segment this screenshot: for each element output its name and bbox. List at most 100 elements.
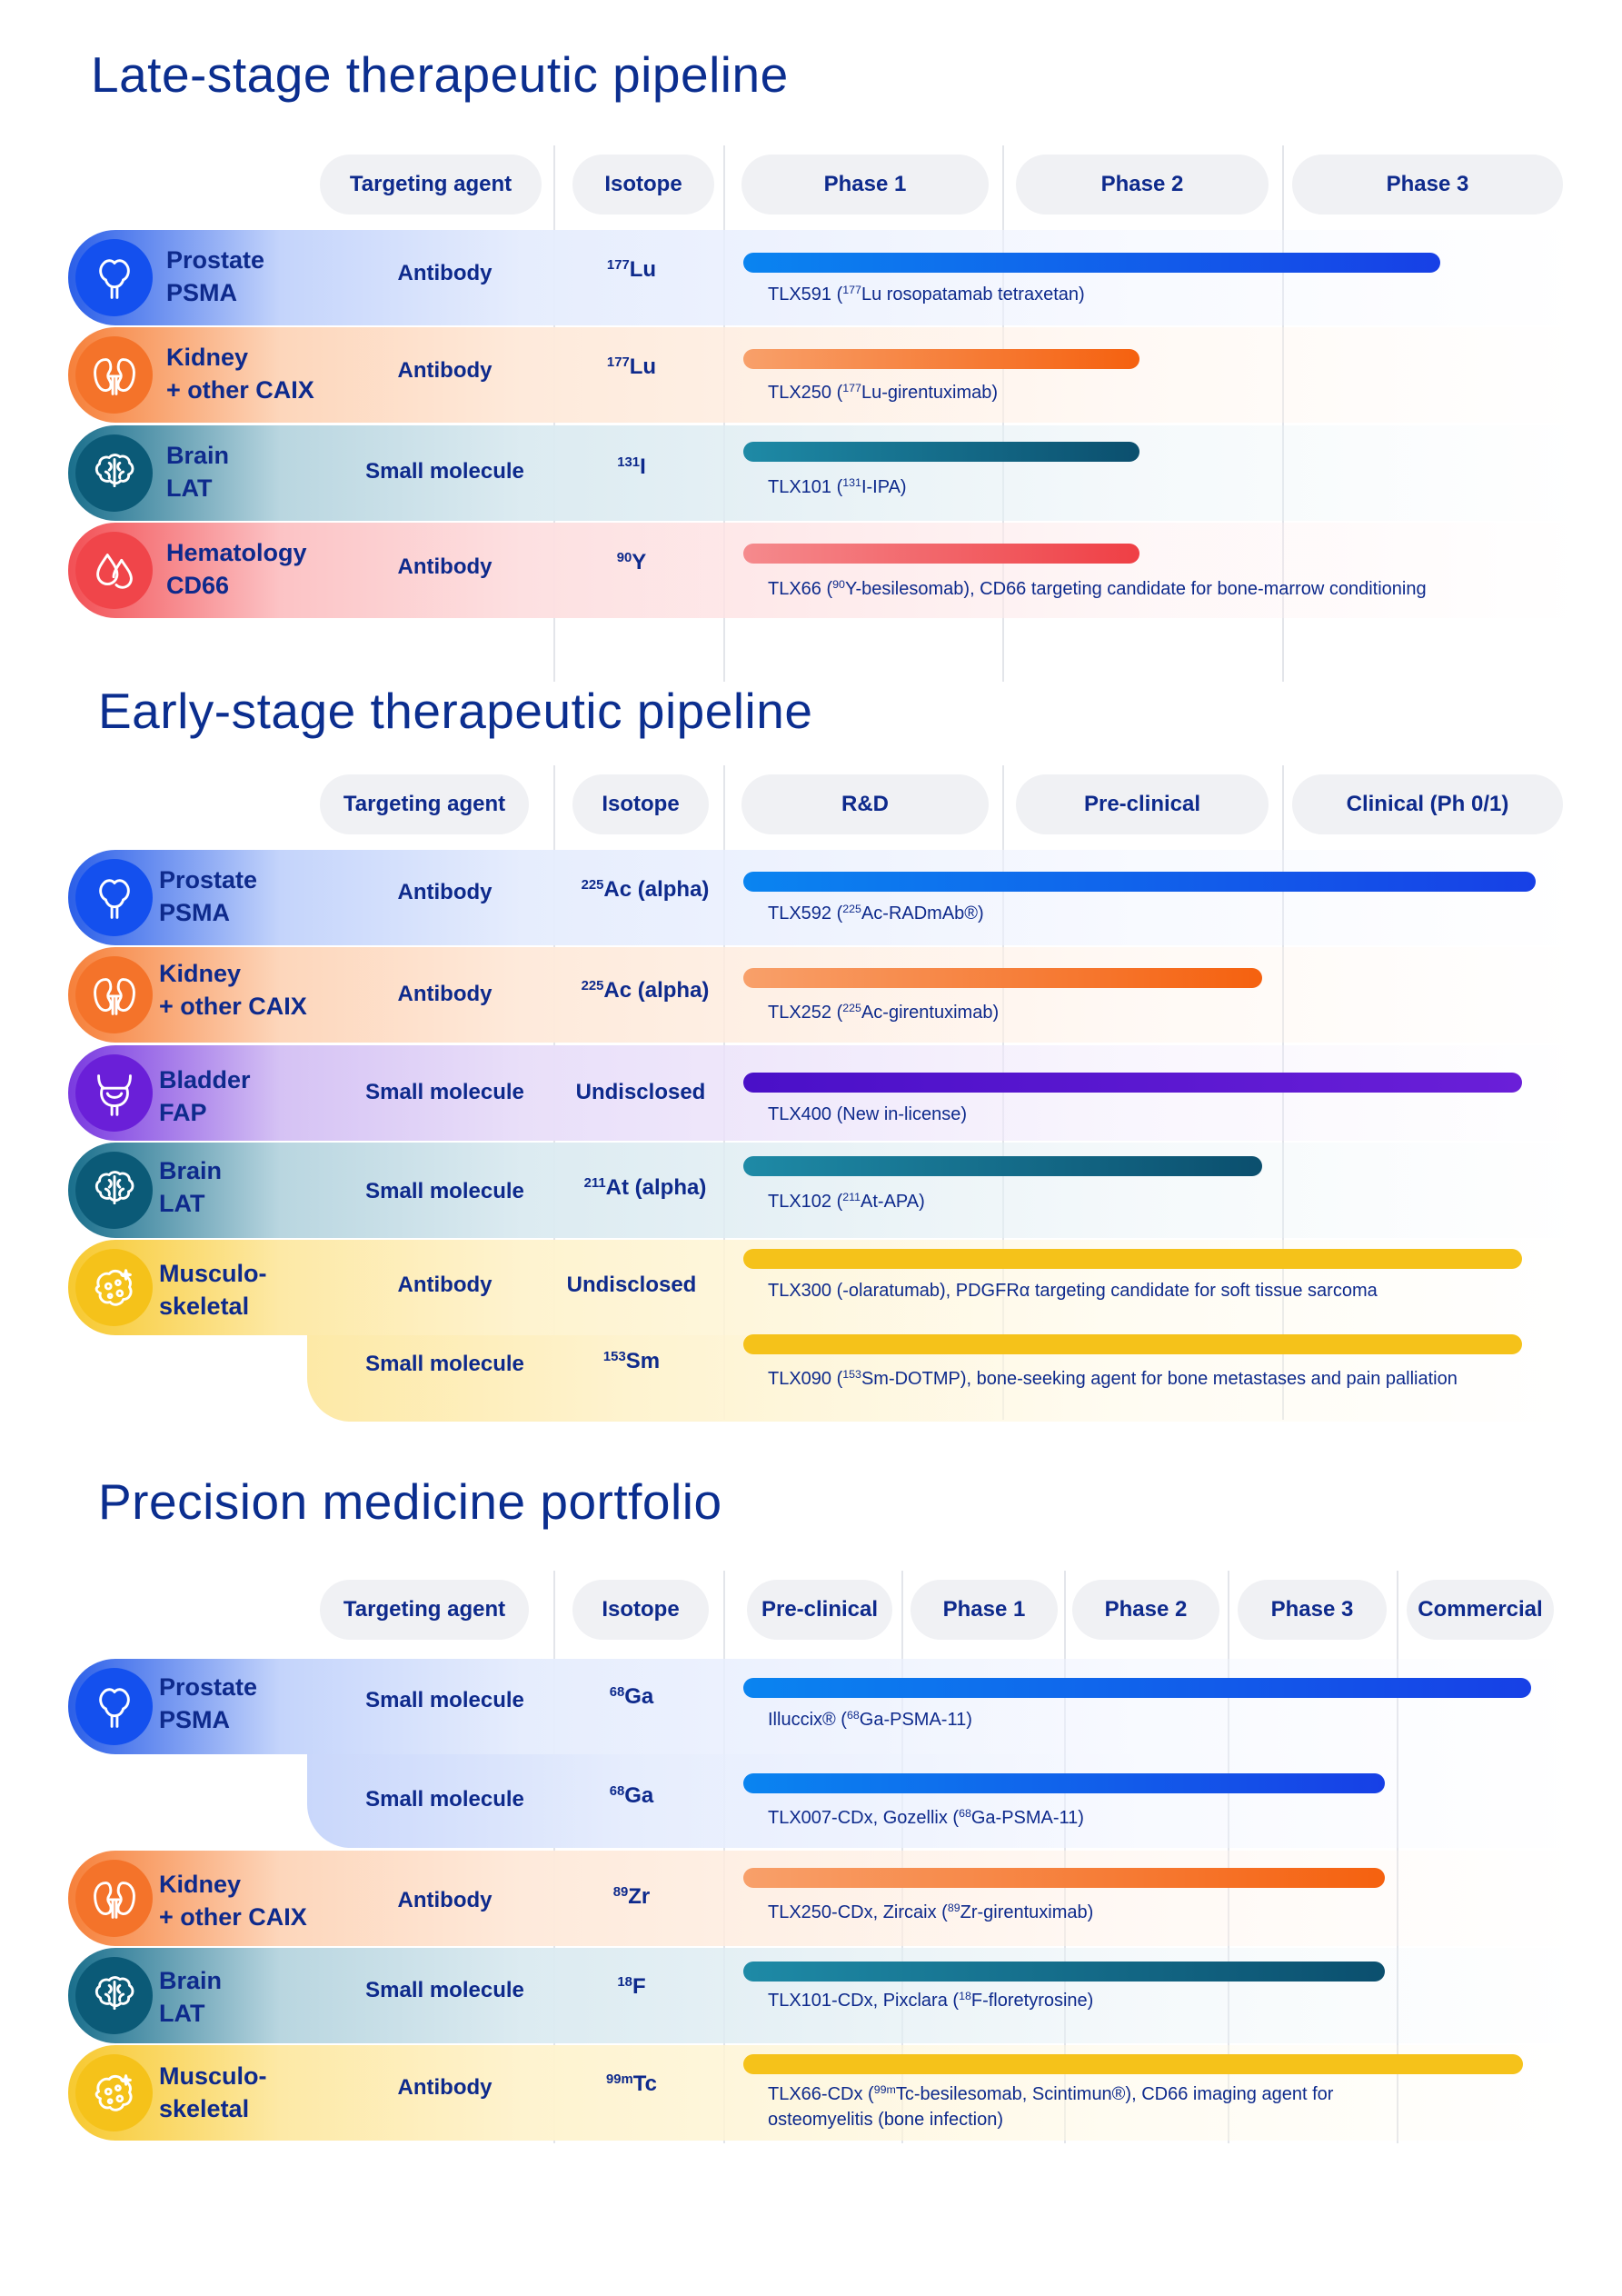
- targeting-agent-cell: Small molecule: [365, 1352, 524, 1376]
- precision-header-targeting-agent: Targeting agent: [320, 1580, 529, 1640]
- bone-cell-icon: [75, 2054, 153, 2131]
- precision-row-prostate: [68, 1659, 1581, 1754]
- kidney-icon: [75, 1860, 153, 1937]
- caption-tlx252: TLX252 (225Ac-girentuximab): [768, 1002, 1000, 1023]
- early-row-label: Musculo-skeletal: [159, 1260, 267, 1320]
- precision-header-phase-3: Phase 3: [1238, 1580, 1387, 1640]
- precision-medicine-title: Precision medicine portfolio: [98, 1473, 722, 1530]
- early-row-prostate: [68, 850, 1581, 945]
- prostate-icon: [75, 859, 153, 936]
- early-header-pre-clinical: Pre-clinical: [1016, 774, 1269, 834]
- isotope-cell: 211At (alpha): [583, 1175, 707, 1200]
- caption-tlx101: TLX101 (131I-IPA): [768, 476, 907, 497]
- precision-header-phase-1: Phase 1: [911, 1580, 1058, 1640]
- precision-header-isotope: Isotope: [572, 1580, 709, 1640]
- late-row-label: Prostate PSMA: [166, 246, 265, 306]
- early-header-rd: R&D: [741, 774, 989, 834]
- bar-tlx250-cdx: [743, 1868, 1385, 1888]
- prostate-icon: [75, 1668, 153, 1745]
- isotope-cell: 68Ga: [609, 1783, 654, 1808]
- isotope-cell: 225Ac (alpha): [581, 978, 710, 1003]
- early-header-clinical: Clinical (Ph 0/1): [1292, 774, 1563, 834]
- targeting-agent-cell: Small molecule: [365, 1179, 524, 1203]
- late-row-brain: [68, 425, 1581, 521]
- caption-tlx007-cdx: TLX007-CDx, Gozellix (68Ga-PSMA-11): [768, 1807, 1084, 1828]
- early-row-label: Kidney + other CAIX: [159, 960, 307, 1020]
- targeting-agent-cell: Antibody: [397, 1273, 493, 1297]
- late-header-targeting-agent: Targeting agent: [320, 155, 542, 215]
- late-header-isotope: Isotope: [572, 155, 714, 215]
- bar-tlx592: [743, 872, 1536, 892]
- brain-icon: [75, 1957, 153, 2034]
- bar-tlx102: [743, 1156, 1262, 1176]
- targeting-agent-cell: Antibody: [397, 880, 493, 904]
- bar-tlx101: [743, 442, 1139, 462]
- precision-row-label: Kidney + other CAIX: [159, 1871, 307, 1931]
- isotope-cell: 99mTc: [605, 2071, 657, 2096]
- precision-row-prostate-sub: [307, 1754, 1581, 1848]
- precision-header-phase-2: Phase 2: [1072, 1580, 1219, 1640]
- caption-tlx250: TLX250 (177Lu-girentuximab): [768, 382, 999, 403]
- late-stage-title: Late-stage therapeutic pipeline: [91, 46, 789, 103]
- early-header-targeting-agent: Targeting agent: [320, 774, 529, 834]
- late-row-kidney: [68, 327, 1581, 423]
- caption-tlx250-cdx: TLX250-CDx, Zircaix (89Zr-girentuximab): [768, 1902, 1094, 1922]
- isotope-cell: 68Ga: [609, 1684, 654, 1709]
- precision-row-label: Prostate PSMA: [159, 1673, 258, 1733]
- targeting-agent-cell: Antibody: [397, 261, 493, 285]
- isotope-cell: 153Sm: [602, 1349, 661, 1373]
- early-row-label: Prostate PSMA: [159, 866, 258, 926]
- bar-tlx250: [743, 349, 1139, 369]
- early-row-kidney: [68, 947, 1581, 1043]
- isotope-cell: 90Y: [616, 550, 647, 574]
- bar-tlx090: [743, 1334, 1522, 1354]
- targeting-agent-cell: Small molecule: [365, 1787, 524, 1812]
- early-row-label: Brain LAT: [159, 1157, 223, 1217]
- targeting-agent-cell: Small molecule: [365, 1080, 524, 1104]
- isotope-cell: 89Zr: [612, 1884, 651, 1909]
- isotope-cell: 131I: [617, 454, 646, 479]
- early-stage-title: Early-stage therapeutic pipeline: [98, 683, 813, 739]
- late-header-phase-1: Phase 1: [741, 155, 989, 215]
- bar-tlx007-cdx: [743, 1773, 1385, 1793]
- caption-tlx592: TLX592 (225Ac-RADmAb®): [768, 903, 984, 923]
- late-row-label: Kidney + other CAIX: [166, 344, 314, 404]
- isotope-cell: 225Ac (alpha): [581, 877, 710, 902]
- early-header-isotope: Isotope: [572, 774, 709, 834]
- prostate-icon: [75, 239, 153, 316]
- caption-tlx090: TLX090 (153Sm-DOTMP), bone-seeking agent…: [768, 1368, 1458, 1389]
- early-row-label: Bladder FAP: [159, 1066, 251, 1126]
- targeting-agent-cell: Small molecule: [365, 1688, 524, 1712]
- precision-row-label: Brain LAT: [159, 1967, 223, 2027]
- caption-tlx591: TLX591 (177Lu rosopatamab tetraxetan): [768, 284, 1085, 304]
- caption-tlx300: TLX300 (-olaratumab), PDGFRα targeting c…: [768, 1281, 1378, 1301]
- targeting-agent-cell: Antibody: [397, 2075, 493, 2100]
- isotope-cell: Undisclosed: [575, 1080, 706, 1104]
- targeting-agent-cell: Antibody: [397, 982, 493, 1006]
- caption-tlx66-cdx: TLX66-CDx (99mTc-besilesomab, Scintimun®…: [768, 2083, 1334, 2130]
- caption-tlx66: TLX66 (90Y-besilesomab), CD66 targeting …: [768, 578, 1427, 599]
- targeting-agent-cell: Small molecule: [365, 459, 524, 484]
- late-row-hematology: [68, 523, 1581, 618]
- bar-tlx300: [743, 1249, 1522, 1269]
- targeting-agent-cell: Antibody: [397, 554, 493, 579]
- late-row-label: Hematology CD66: [166, 539, 307, 599]
- caption-illuccix: Illuccix® (68Ga-PSMA-11): [768, 1709, 972, 1730]
- caption-tlx400: TLX400 (New in-license): [768, 1104, 967, 1124]
- bar-tlx591: [743, 253, 1440, 273]
- isotope-cell: 177Lu: [606, 354, 657, 379]
- blood-drop-icon: [75, 532, 153, 609]
- late-header-phase-2: Phase 2: [1016, 155, 1269, 215]
- bar-tlx66: [743, 544, 1139, 564]
- early-row-bladder: [68, 1045, 1581, 1141]
- targeting-agent-cell: Small molecule: [365, 1978, 524, 2002]
- brain-icon: [75, 1152, 153, 1229]
- kidney-icon: [75, 336, 153, 414]
- isotope-cell: 177Lu: [606, 257, 657, 282]
- precision-header-commercial: Commercial: [1407, 1580, 1554, 1640]
- caption-tlx101-cdx: TLX101-CDx, Pixclara (18F-floretyrosine): [768, 1990, 1094, 2011]
- isotope-cell: 18F: [617, 1974, 646, 1999]
- late-header-phase-3: Phase 3: [1292, 155, 1563, 215]
- bar-tlx101-cdx: [743, 1962, 1385, 1982]
- bar-tlx66-cdx: [743, 2054, 1523, 2074]
